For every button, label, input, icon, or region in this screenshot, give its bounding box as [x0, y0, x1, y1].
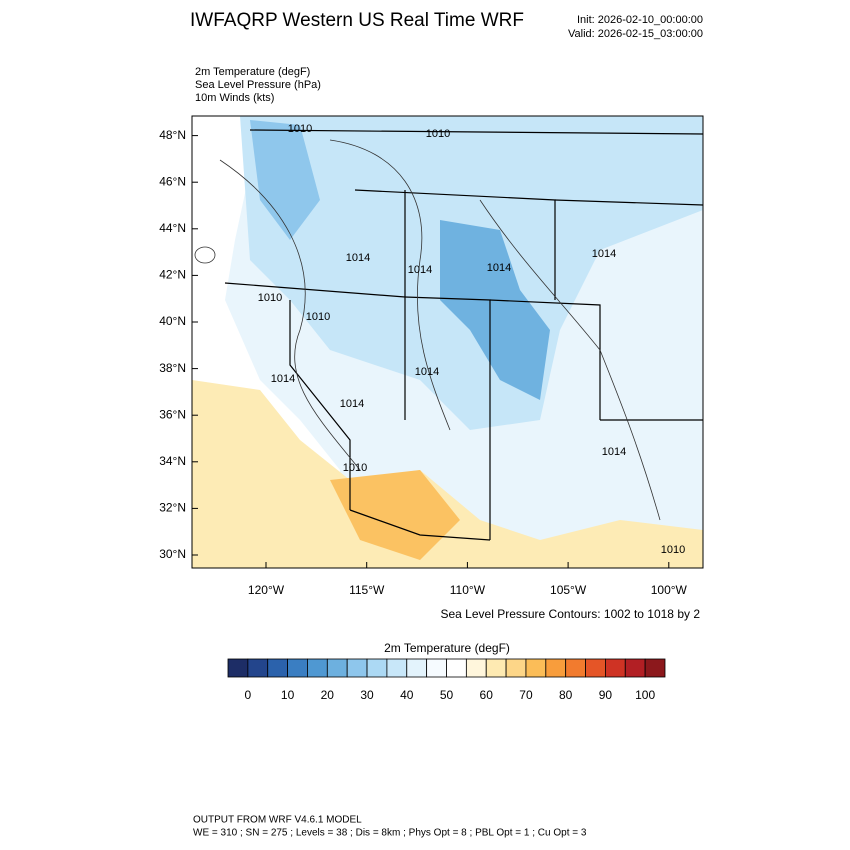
title: IWFAQRP Western US Real Time WRF	[190, 10, 524, 31]
colorbar-tick-label: 60	[480, 688, 494, 702]
colorbar-tick-label: 30	[360, 688, 374, 702]
colorbar-swatch	[465, 658, 487, 678]
colorbar-swatch	[326, 658, 348, 678]
lat-label: 30°N	[159, 547, 186, 561]
colorbar-swatch	[505, 658, 527, 678]
colorbar-swatch	[227, 658, 249, 678]
footer-line: WE = 310 ; SN = 275 ; Levels = 38 ; Dis …	[193, 828, 587, 839]
init-time: Init: 2026-02-10_00:00:00	[577, 14, 703, 26]
contour-label: 1014	[340, 398, 364, 410]
lat-label: 36°N	[159, 407, 186, 421]
colorbar-swatch	[267, 658, 288, 678]
colorbar-tick-label: 0	[245, 688, 252, 702]
colorbar-tick-label: 10	[281, 688, 295, 702]
hot-region	[330, 470, 460, 560]
colorbar-swatch	[525, 658, 547, 678]
colorbar-swatch	[565, 658, 586, 678]
lon-label: 120°W	[248, 583, 285, 597]
colorbar-swatch	[346, 658, 368, 678]
colorbar-swatch	[485, 658, 507, 678]
colorbar-swatch	[605, 658, 626, 678]
contour-label: 1010	[343, 462, 367, 474]
colorbar-swatch	[545, 658, 567, 678]
lat-label: 46°N	[159, 174, 186, 188]
colorbar-tick-label: 50	[440, 688, 454, 702]
valid-time: Valid: 2026-02-15_03:00:00	[568, 28, 703, 40]
contour-label: 1010	[306, 311, 330, 323]
colorbar-tick-label: 90	[599, 688, 613, 702]
colorbar-swatch	[585, 658, 606, 678]
colorbar-swatch	[247, 658, 269, 678]
colorbar-swatch	[624, 658, 646, 678]
lat-label: 34°N	[159, 454, 186, 468]
contour-label: 1010	[258, 292, 282, 304]
lon-label: 105°W	[550, 583, 587, 597]
lat-label: 48°N	[159, 128, 186, 142]
lon-label: 100°W	[651, 583, 688, 597]
lat-label: 42°N	[159, 268, 186, 282]
colorbar-tick-label: 40	[400, 688, 414, 702]
contour-label: 1010	[288, 123, 312, 135]
field-label: 2m Temperature (degF)	[195, 66, 310, 78]
colorbar-swatch	[287, 658, 308, 678]
contour-label: 1014	[415, 366, 439, 378]
colorbar-swatch	[426, 658, 447, 678]
colorbar-swatch	[366, 658, 388, 678]
contour-label: 1014	[592, 248, 616, 260]
lat-label: 32°N	[159, 501, 186, 515]
contour-label: 1014	[602, 446, 626, 458]
lon-label: 115°W	[349, 583, 385, 597]
lon-label: 110°W	[450, 583, 486, 597]
map: 1010 1010 1010 1014 1014 1014 1010 1010 1014 1014…	[192, 116, 703, 568]
contour-label: 1010	[426, 128, 450, 140]
contour-label: 1014	[487, 262, 511, 274]
colorbar-tick-label: 70	[519, 688, 533, 702]
colorbar-tick-label: 80	[559, 688, 573, 702]
contour-note: Sea Level Pressure Contours: 1002 to 101…	[441, 607, 701, 621]
northwest-cold	[250, 120, 320, 240]
lat-label: 40°N	[159, 314, 186, 328]
colorbar-title: 2m Temperature (degF)	[384, 641, 510, 655]
contour-label: 1014	[271, 373, 295, 385]
colorbar-swatch	[406, 658, 428, 678]
pressure-contours	[194, 139, 661, 521]
colorbar-tick-label: 20	[321, 688, 335, 702]
colorbar-swatch	[386, 658, 408, 678]
colorbar-tick-label: 100	[635, 688, 655, 702]
contour-label: 1014	[408, 264, 432, 276]
map-frame	[191, 115, 704, 569]
field-label: Sea Level Pressure (hPa)	[195, 79, 321, 91]
footer-line: OUTPUT FROM WRF V4.6.1 MODEL	[193, 815, 362, 826]
borders	[224, 129, 703, 541]
contour-label: 1014	[346, 252, 370, 264]
lat-label: 44°N	[159, 221, 186, 235]
contour-label: 1010	[661, 544, 685, 556]
mountain-cold	[440, 220, 550, 400]
field-label: 10m Winds (kts)	[195, 92, 274, 104]
colorbar-swatch	[446, 658, 467, 678]
lat-label: 38°N	[159, 361, 186, 375]
colorbar-swatch	[307, 658, 328, 678]
warm-region	[192, 380, 703, 568]
colorbar-swatch	[644, 658, 666, 678]
